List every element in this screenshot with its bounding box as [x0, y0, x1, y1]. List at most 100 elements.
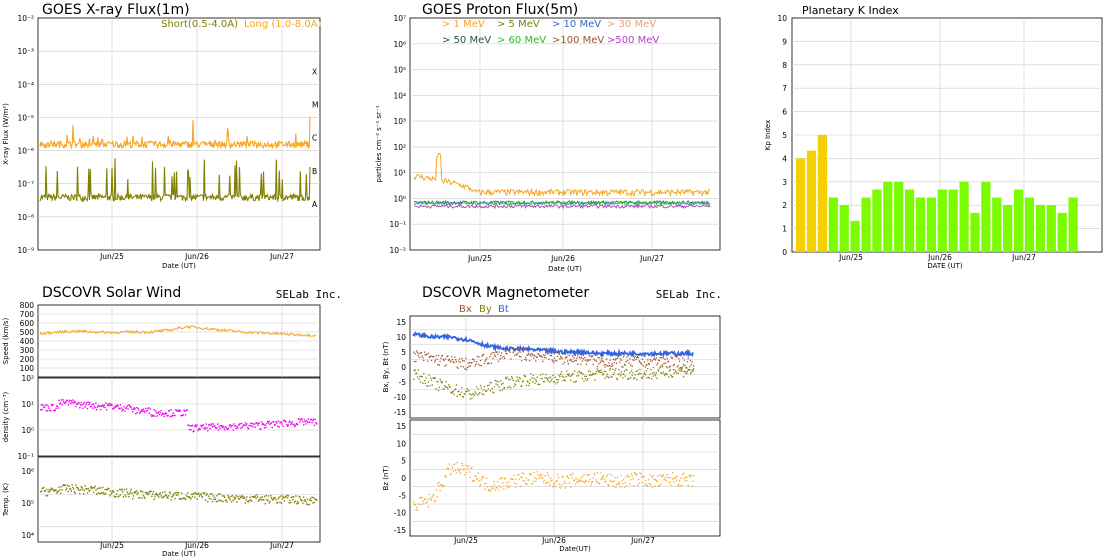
solarwind-density-series-point [218, 425, 221, 428]
solarwind-temp-series-point [111, 491, 113, 493]
solarwind-density-series-point [145, 410, 148, 412]
mag-series-bx-point [549, 351, 551, 353]
mag-series-bz-point [569, 473, 571, 476]
solarwind-temp-series-point [245, 499, 247, 501]
mag-series-bz-point [507, 481, 510, 483]
mag-series-bz-point [479, 485, 481, 487]
mag-series-by-point [604, 377, 606, 379]
mag-series-bz-point [451, 467, 454, 469]
solarwind-density-series-point [253, 423, 256, 425]
mag-series-bz-point [548, 481, 550, 483]
proton-ytick: 10⁵ [393, 66, 406, 75]
mag-series-by-point [665, 373, 668, 375]
solarwind-temp-series-point [301, 499, 303, 502]
mag-series-by-point [640, 372, 642, 375]
solarwind-density-series-point [157, 412, 159, 415]
mag-series-bx-point [632, 359, 634, 361]
kp-ytick: 9 [782, 37, 787, 46]
mag-series-bx-point [452, 361, 454, 363]
kp-bar [883, 181, 893, 252]
solarwind-temp-series-point [246, 496, 248, 498]
mag-series-bz-point [489, 488, 491, 491]
mag-series-by-point [474, 391, 476, 393]
mag-series-bz-point [536, 471, 538, 473]
solarwind-density-series-point [237, 424, 240, 427]
solarwind-temp-series-point [141, 491, 144, 493]
solarwind-temp-series-point [285, 495, 287, 498]
mag-series-bx-point [567, 363, 570, 365]
mag-series-bz-point [566, 475, 568, 477]
solarwind-density-series-point [276, 422, 278, 424]
solarwind-temp-series-point [299, 496, 301, 498]
mag-series-by-point [612, 368, 614, 370]
solarwind-temp-series-point [184, 498, 187, 501]
mag-series-by-point [475, 392, 477, 395]
mag-series-bx-point [506, 353, 508, 355]
mag-series-bx-point [598, 357, 601, 359]
mag-series-bx-point [595, 360, 598, 362]
mag-series-bx-point [532, 354, 534, 356]
mag-series-by-point [546, 377, 548, 379]
solarwind-density-series-point [179, 409, 181, 412]
kp-bar [937, 189, 947, 252]
mag-series-bz-point [627, 476, 629, 478]
solarwind-temp-series-point [189, 496, 191, 499]
solarwind-density-series-point [243, 424, 246, 426]
solarwind-density-series-point [272, 421, 274, 423]
mag-series-bx-point [654, 359, 657, 361]
solarwind-temp-series-point [99, 487, 102, 489]
mag-series-bx-point [467, 362, 469, 364]
mag-series-bz-point [512, 478, 514, 480]
solarwind-temp-series-point [155, 492, 158, 494]
solarwind-density-series-point [151, 414, 154, 417]
mag-series-bx-point [682, 363, 685, 366]
mag-series-bz-point [595, 481, 598, 483]
mag-series-bx-point [661, 364, 664, 366]
mag-series-bz-point [469, 476, 472, 479]
solarwind-density-series-point [258, 422, 260, 424]
mag-series-by-point [488, 384, 490, 386]
mag-series-bz-point [616, 483, 618, 486]
solarwind-density-series-point [236, 425, 238, 428]
solarwind-temp-series-point [292, 499, 294, 501]
mag-ytick: 10 [396, 439, 406, 448]
mag-series-bz-point [422, 500, 424, 502]
mag-series-bz-point [621, 480, 623, 482]
mag-series-bz-point [525, 483, 527, 485]
mag-series-bx-point [503, 355, 505, 358]
solarwind-xlabel: Date (UT) [162, 550, 196, 558]
mag-series-by-point [424, 382, 426, 384]
mag-series-bx-point [663, 362, 665, 364]
mag-series-bx-point [643, 355, 645, 357]
solarwind-density-series-point [214, 426, 217, 429]
solarwind-temp-series-point [205, 494, 207, 497]
mag-series-bx-point [645, 364, 647, 366]
mag-series-bz-point [675, 476, 677, 478]
mag-series-bz-point [472, 480, 475, 482]
mag-series-bx-point [668, 360, 670, 363]
mag-series-by-point [675, 371, 677, 373]
mag-series-bx-point [446, 355, 448, 358]
kp-bar [828, 197, 838, 252]
mag-series-bx-point [633, 359, 635, 362]
mag-series-by-point [556, 381, 559, 384]
mag-series-bx-point [624, 364, 626, 366]
mag-series-by-point [498, 386, 500, 388]
solarwind-density-series-point [82, 402, 85, 405]
proton-legend-item: >500 MeV [607, 35, 659, 46]
kp-bar [992, 197, 1002, 252]
mag-series-bx-point [544, 354, 546, 356]
solarwind-density-series-point [56, 405, 58, 407]
solarwind-temp-series-point [82, 488, 84, 491]
mag-series-bz-point [486, 486, 489, 488]
mag-series-by-point [571, 373, 573, 376]
mag-series-by-point [450, 391, 452, 393]
mag-series-by-point [635, 370, 637, 373]
mag-series-by-point [671, 376, 673, 378]
kp-xtick: Jun/27 [1011, 253, 1036, 262]
mag-ytick: 0 [401, 474, 406, 483]
mag-series-by-point [480, 387, 482, 389]
solarwind-density-series-point [146, 409, 148, 412]
mag-series-bx-point [563, 361, 566, 364]
solarwind-temp-series-point [63, 484, 66, 487]
